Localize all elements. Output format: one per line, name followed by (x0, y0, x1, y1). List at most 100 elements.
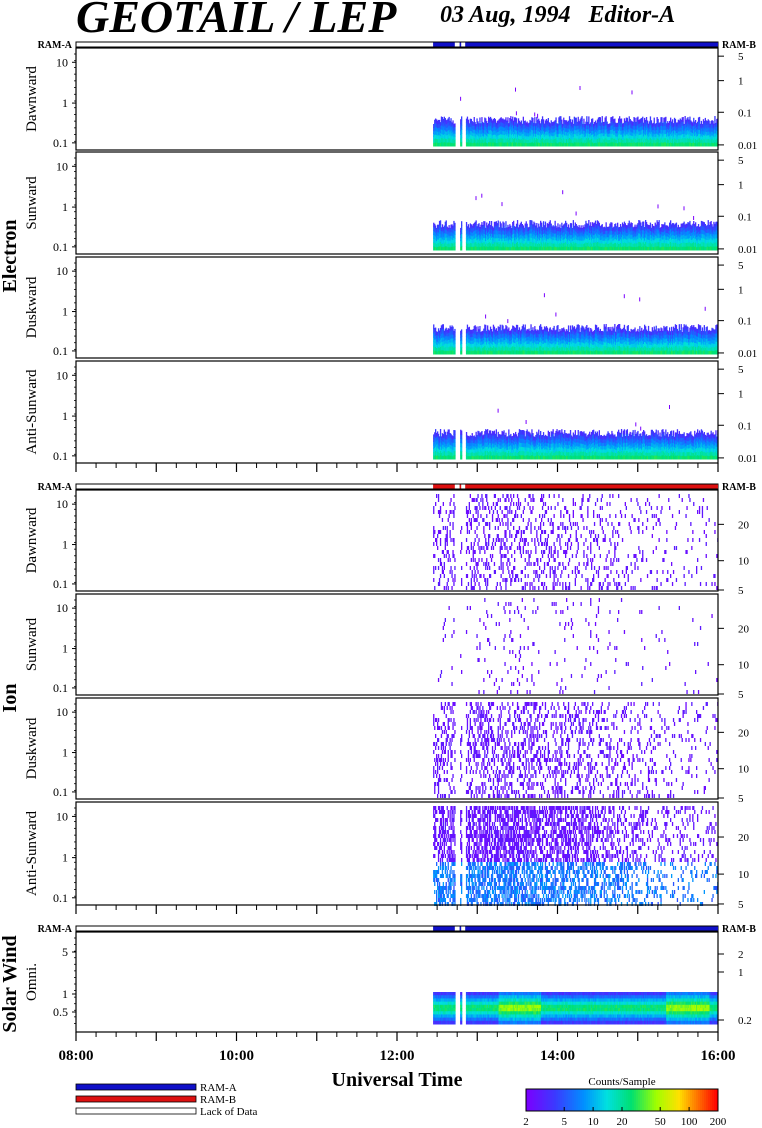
heatmap-cell (542, 332, 545, 337)
heatmap-cell (542, 241, 545, 247)
heatmap-cell (545, 246, 548, 251)
heatmap-cell (625, 125, 627, 131)
heatmap-cell (618, 246, 620, 251)
heatmap-cell (520, 120, 522, 125)
heatmap-cell (553, 342, 555, 347)
heatmap-cell (584, 231, 586, 236)
heatmap-cell (491, 331, 494, 336)
heatmap-cell (569, 238, 572, 243)
heatmap-cell (599, 246, 601, 251)
heatmap-cell (542, 237, 545, 243)
heatmap-cell (685, 131, 687, 136)
heatmap-cell (593, 125, 596, 130)
heatmap-cell (491, 236, 494, 241)
heatmap-cell (558, 344, 560, 349)
heatmap-cell (540, 126, 542, 131)
heatmap-cell (541, 243, 544, 248)
heatmap-cell (639, 142, 641, 147)
heatmap-cell (606, 128, 608, 133)
heatmap-cell (485, 230, 487, 235)
heatmap-cell (715, 225, 717, 231)
heatmap-cell (532, 346, 534, 351)
heatmap-cell (499, 237, 501, 243)
heatmap-cell (585, 220, 587, 226)
heatmap-cell (714, 128, 716, 134)
heatmap-cell (496, 347, 498, 352)
heatmap-cell (454, 234, 456, 239)
heatmap-cell (567, 235, 570, 240)
heatmap-cell (502, 130, 504, 135)
heatmap-cell (649, 137, 652, 143)
heatmap-cell (571, 228, 574, 232)
heatmap-cell (449, 231, 451, 235)
heatmap-cell (616, 126, 618, 131)
heatmap-cell (668, 122, 670, 127)
heatmap-cell (658, 228, 660, 234)
heatmap-cell (629, 126, 631, 132)
heatmap-cell (709, 234, 711, 239)
heatmap-cell (681, 242, 683, 247)
heatmap-cell (552, 228, 554, 233)
heatmap-cell (501, 118, 503, 123)
heatmap-cell (446, 142, 448, 147)
heatmap-cell (550, 336, 552, 341)
heatmap-cell (686, 130, 688, 135)
heatmap-cell (495, 245, 497, 251)
heatmap-cell (542, 123, 545, 128)
heatmap-cell (545, 334, 548, 339)
heatmap-cell (546, 131, 548, 136)
heatmap-cell (689, 237, 691, 243)
heatmap-cell (633, 243, 635, 248)
heatmap-cell (578, 228, 580, 233)
heatmap-cell (519, 242, 522, 247)
heatmap-cell (633, 240, 635, 244)
heatmap-cell (684, 246, 686, 251)
heatmap-cell (451, 341, 453, 347)
heatmap-cell (478, 329, 480, 334)
heatmap-cell (633, 230, 635, 234)
heatmap-cell (689, 129, 691, 134)
heatmap-cell (662, 231, 664, 236)
heatmap-cell (671, 138, 674, 143)
heatmap-cell (619, 227, 622, 232)
heatmap-cell (636, 133, 638, 139)
heatmap-cell (510, 128, 512, 134)
heatmap-cell (453, 123, 455, 128)
heatmap-cell (573, 137, 575, 143)
heatmap-cell (639, 130, 641, 135)
heatmap-cell (671, 242, 673, 247)
heatmap-cell (518, 350, 521, 355)
heatmap-cell (542, 130, 545, 136)
heatmap-cell (597, 241, 600, 247)
heatmap-cell (521, 136, 523, 141)
heatmap-cell (509, 134, 511, 139)
heatmap-cell (524, 231, 526, 236)
heatmap-cell (649, 133, 652, 138)
heatmap-cell (528, 236, 530, 241)
heatmap-cell (445, 233, 447, 238)
heatmap-cell (488, 347, 490, 352)
heatmap-cell (433, 337, 435, 342)
heatmap-cell (534, 112, 536, 117)
heatmap-cell (438, 220, 441, 226)
heatmap-cell (492, 130, 495, 135)
heatmap-cell (551, 132, 553, 137)
heatmap-cell (495, 136, 497, 140)
heatmap-cell (667, 121, 669, 126)
heatmap-cell (700, 233, 703, 239)
heatmap-cell (506, 124, 508, 129)
heatmap-cell (609, 123, 611, 127)
heatmap-cell (446, 127, 448, 132)
heatmap-cell (448, 116, 450, 122)
heatmap-cell (454, 226, 456, 232)
heatmap-cell (520, 138, 522, 143)
heatmap-cell (526, 227, 528, 232)
heatmap-cell (681, 231, 683, 236)
heatmap-cell (617, 246, 619, 251)
heatmap-cell (485, 349, 487, 355)
heatmap-cell (645, 133, 648, 139)
heatmap-cell (593, 136, 595, 141)
heatmap-cell (537, 329, 539, 334)
heatmap-cell (515, 235, 518, 240)
heatmap-cell (535, 142, 537, 147)
